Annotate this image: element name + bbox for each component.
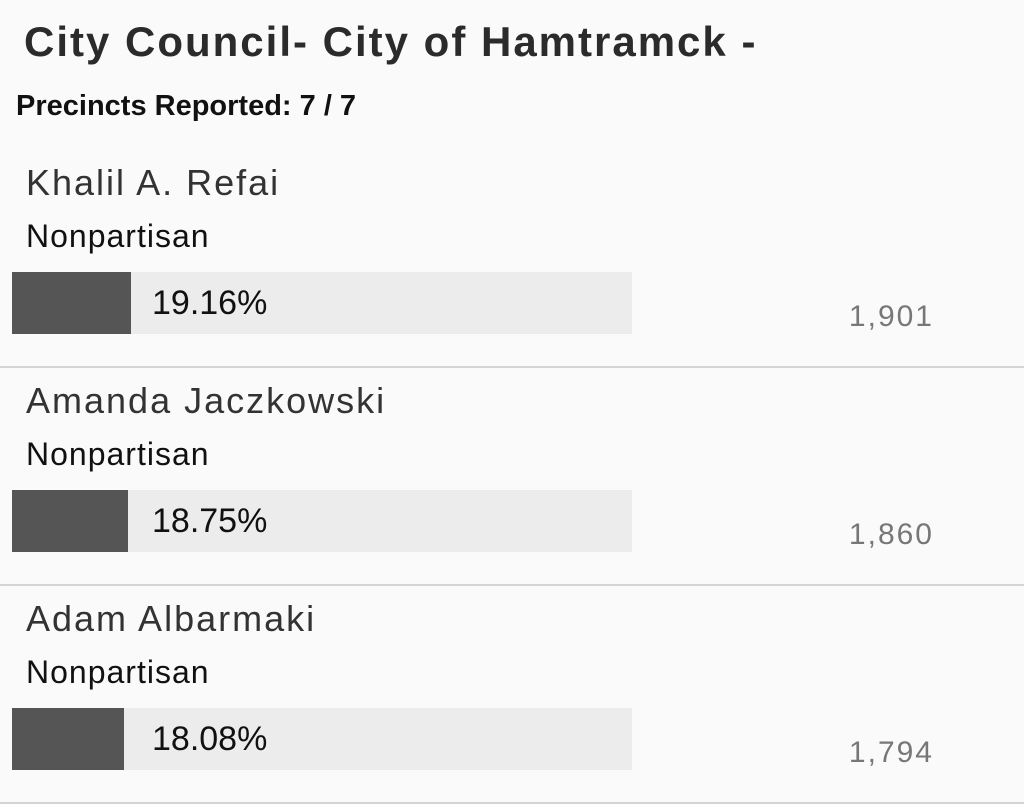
candidate-row: Amanda Jaczkowski Nonpartisan 18.75% 1,860 [0, 368, 1024, 586]
vote-count: 1,901 [848, 300, 934, 333]
candidate-name: Amanda Jaczkowski [26, 380, 387, 421]
precincts-reported: Precincts Reported: 7 / 7 [16, 90, 357, 122]
percent-label: 19.16% [152, 284, 268, 322]
percent-label: 18.08% [152, 720, 268, 758]
vote-count: 1,860 [848, 518, 934, 551]
vote-count: 1,794 [848, 736, 934, 769]
results-panel: City Council- City of Hamtramck - Precin… [0, 18, 1024, 804]
candidate-party: Nonpartisan [26, 654, 210, 690]
candidate-party: Nonpartisan [26, 436, 210, 472]
percent-bar [12, 708, 125, 770]
percent-label: 18.75% [152, 502, 268, 540]
candidate-name: Adam Albarmaki [26, 598, 317, 639]
percent-bar [12, 490, 129, 552]
percent-track: 19.16% [12, 272, 632, 334]
race-title: City Council- City of Hamtramck - [24, 18, 758, 65]
percent-bar [12, 272, 131, 334]
candidate-row: Khalil A. Refai Nonpartisan 19.16% 1,901 [0, 150, 1024, 368]
percent-track: 18.75% [12, 490, 632, 552]
candidate-name: Khalil A. Refai [26, 162, 281, 203]
percent-track: 18.08% [12, 708, 632, 770]
candidate-row: Adam Albarmaki Nonpartisan 18.08% 1,794 [0, 586, 1024, 804]
candidate-party: Nonpartisan [26, 218, 210, 254]
